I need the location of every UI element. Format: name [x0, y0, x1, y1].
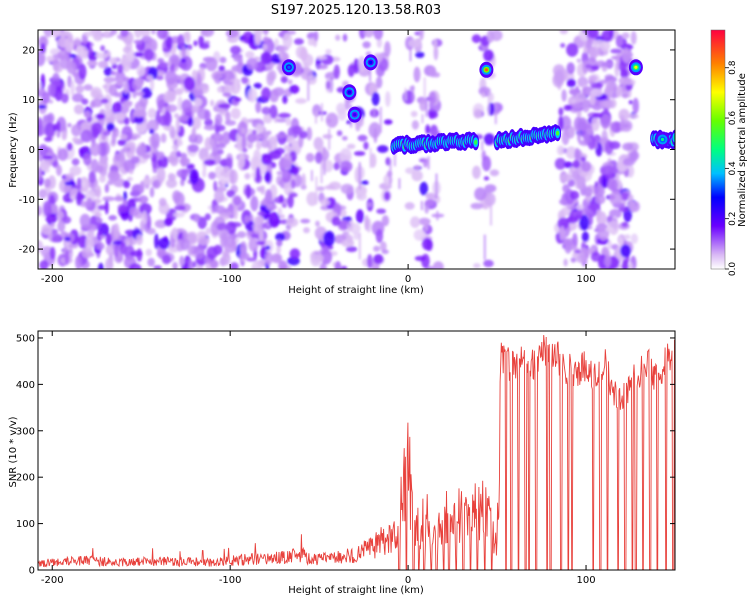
y-tick-label: 100	[16, 519, 35, 530]
snr-x-ticks: -200 -100 0 100	[41, 331, 596, 586]
snr-frame	[37, 330, 676, 571]
colorbar-gradient	[711, 30, 725, 269]
colorbar-label: Normalized spectral amplitude	[737, 73, 748, 227]
y-tick-label: 300	[16, 426, 35, 437]
snr-panel: -200 -100 0 100 0 100 200 300 400 500 Height of …	[8, 330, 676, 596]
x-tick-label: 0	[405, 274, 411, 285]
spectrogram-x-axis-label: Height of straight line (km)	[288, 285, 424, 296]
colorbar-ticks: 0.0 0.2 0.4 0.6 0.8	[725, 60, 738, 276]
spectral-feature	[479, 61, 494, 78]
colorbar-tick-label: 0.2	[728, 212, 738, 226]
spectral-feature	[347, 106, 362, 123]
colorbar-tick-label: 0.6	[728, 111, 738, 126]
y-tick-label: 0	[29, 566, 35, 577]
x-tick-label: 0	[405, 575, 411, 586]
spectrogram-field	[38, 30, 640, 269]
y-tick-label: 200	[16, 473, 35, 484]
x-tick-label: -100	[219, 575, 242, 586]
x-tick-label: 100	[576, 575, 595, 586]
colorbar: 0.0 0.2 0.4 0.6 0.8 Normalized spectral ampl…	[710, 29, 748, 276]
y-tick-label: -20	[19, 245, 35, 256]
colorbar-tick-label: 0.8	[728, 60, 738, 75]
spectral-feature	[363, 54, 378, 71]
spectrogram-x-ticks: -200 -100 0 100	[41, 30, 596, 285]
snr-x-axis-label: Height of straight line (km)	[288, 585, 424, 596]
snr-series-line	[38, 335, 675, 570]
spectral-feature	[628, 59, 643, 76]
x-tick-label: 100	[576, 274, 595, 285]
y-tick-label: 500	[16, 333, 35, 344]
colorbar-tick-label: 0.0	[728, 262, 738, 277]
tone-segment	[390, 131, 480, 155]
colorbar-tick-label: 0.4	[728, 161, 738, 176]
y-tick-label: 400	[16, 380, 35, 391]
y-tick-label: -10	[19, 195, 35, 206]
spectrogram-y-axis-label: Frequency (Hz)	[8, 112, 19, 188]
tone-segment	[493, 124, 562, 151]
figure-title: S197.2025.120.13.58.R03	[271, 3, 441, 18]
snr-y-axis-label: SNR (10 * v/v)	[8, 416, 19, 487]
x-tick-label: -200	[41, 575, 64, 586]
y-tick-label: 20	[22, 45, 35, 56]
y-tick-label: 10	[22, 95, 35, 106]
y-tick-label: 0	[29, 145, 35, 156]
spectral-feature	[655, 131, 670, 148]
x-tick-label: -200	[41, 274, 64, 285]
x-tick-label: -100	[219, 274, 242, 285]
spectrogram-noise	[38, 30, 640, 269]
spectral-feature	[281, 59, 296, 76]
spectral-feature	[342, 84, 357, 101]
spectrogram-y-ticks: -20 -10 0 10 20	[19, 45, 675, 256]
colorbar-frame	[710, 29, 726, 270]
snr-y-ticks: 0 100 200 300 400 500	[16, 333, 675, 577]
spectrogram-features	[281, 54, 675, 155]
